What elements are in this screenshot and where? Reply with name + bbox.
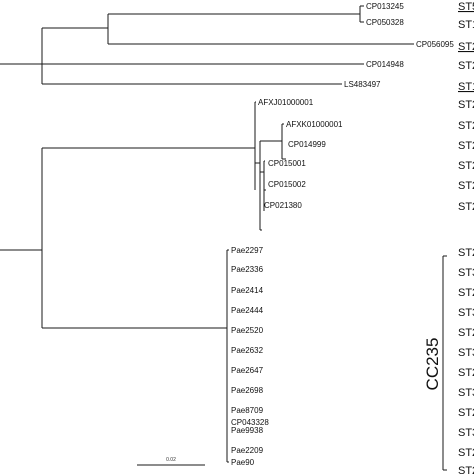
leaf-label: CP056095 bbox=[416, 40, 454, 49]
leaf-label: CP021380 bbox=[264, 201, 302, 210]
st-label: ST2 bbox=[458, 465, 474, 474]
leaf-label: CP014948 bbox=[366, 60, 404, 69]
scale-bar: 0.02 bbox=[137, 457, 205, 466]
leaf-label: CP043328 bbox=[231, 418, 269, 427]
leaf-label: Pae2698 bbox=[231, 386, 264, 395]
leaf-label: Pae2444 bbox=[231, 306, 264, 315]
st-label: ST2 bbox=[458, 180, 474, 192]
clade-label: CC235 bbox=[423, 338, 442, 391]
leaf-labels: CP013245 CP050328 CP056095 CP014948 LS48… bbox=[231, 2, 454, 467]
leaf-label: CP050328 bbox=[366, 18, 404, 27]
leaf-label: Pae2209 bbox=[231, 446, 264, 455]
leaf-label: CP015002 bbox=[268, 180, 306, 189]
leaf-label: CP014999 bbox=[288, 140, 326, 149]
st-label: ST2 bbox=[458, 447, 474, 459]
clade-bracket bbox=[442, 255, 447, 471]
leaf-label: CP015001 bbox=[268, 159, 306, 168]
leaf-label: Pae2520 bbox=[231, 326, 264, 335]
leaf-label: AFXK01000001 bbox=[286, 120, 343, 129]
st-label: ST3 bbox=[458, 427, 474, 439]
scale-bar-label: 0.02 bbox=[166, 457, 176, 463]
leaf-label: Pae8709 bbox=[231, 406, 264, 415]
st-label: ST2 bbox=[458, 247, 474, 259]
st-label: ST2 bbox=[458, 160, 474, 172]
leaf-label: CP013245 bbox=[366, 2, 404, 11]
leaf-label: LS483497 bbox=[344, 80, 381, 89]
st-label: ST2 bbox=[458, 327, 474, 339]
leaf-label: Pae2297 bbox=[231, 246, 264, 255]
st-label: ST2 bbox=[458, 140, 474, 152]
leaf-label: Pae2414 bbox=[231, 286, 264, 295]
tree-branches bbox=[0, 5, 414, 463]
leaf-label: Pae2632 bbox=[231, 346, 264, 355]
st-label: ST1 bbox=[458, 81, 474, 93]
st-label: ST3 bbox=[458, 387, 474, 399]
leaf-label: AFXJ01000001 bbox=[258, 98, 314, 107]
st-label: ST2 bbox=[458, 287, 474, 299]
st-label: ST2 bbox=[458, 60, 474, 72]
st-label: ST3 bbox=[458, 307, 474, 319]
st-label: ST1 bbox=[458, 19, 474, 31]
st-labels: ST5 ST1 ST2 ST2 ST1 ST2 ST2 ST2 ST2 ST2 … bbox=[458, 1, 474, 474]
st-label: ST2 bbox=[458, 201, 474, 213]
leaf-label: Pae9938 bbox=[231, 426, 264, 435]
st-label: ST2 bbox=[458, 367, 474, 379]
st-label: ST3 bbox=[458, 267, 474, 279]
st-label: ST2 bbox=[458, 407, 474, 419]
st-label: ST2 bbox=[458, 41, 474, 53]
st-label: ST2 bbox=[458, 120, 474, 132]
leaf-label: Pae2336 bbox=[231, 265, 264, 274]
leaf-label: Pae2647 bbox=[231, 366, 264, 375]
st-label: ST3 bbox=[458, 347, 474, 359]
leaf-label: Pae90 bbox=[231, 458, 255, 467]
st-label: ST2 bbox=[458, 99, 474, 111]
st-label: ST5 bbox=[458, 1, 474, 13]
